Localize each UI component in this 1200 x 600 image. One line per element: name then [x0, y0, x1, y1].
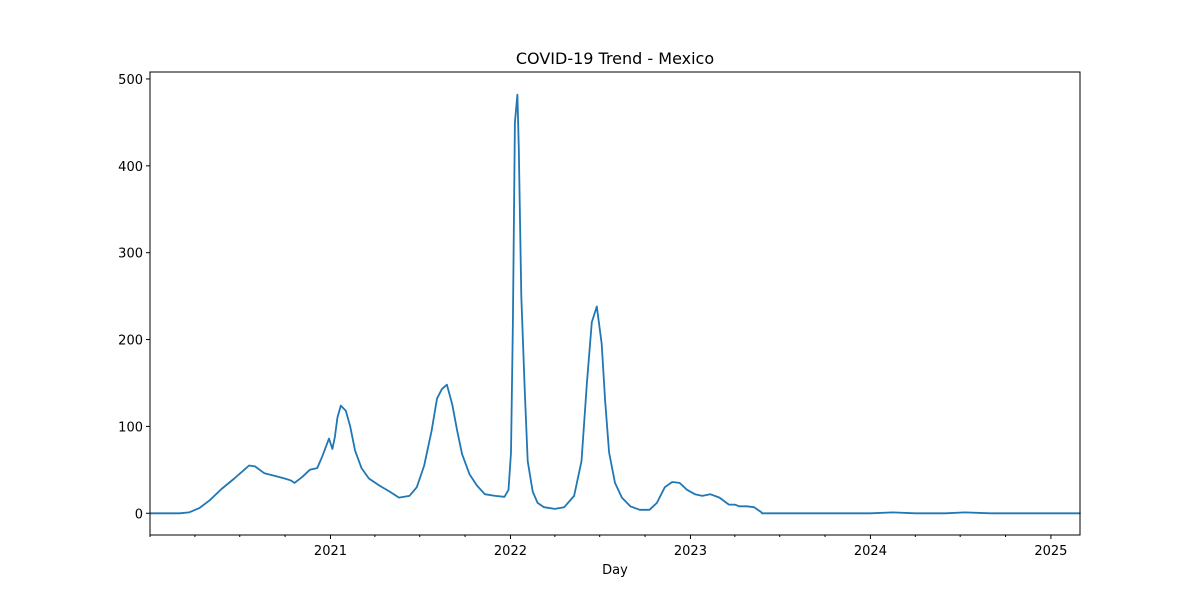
series-line-0 — [149, 93, 1081, 515]
y-tick-label: 300 — [118, 247, 143, 262]
plot-frame — [149, 71, 1081, 536]
chart-title: COVID-19 Trend - Mexico — [516, 49, 714, 68]
y-tick-label: 500 — [118, 73, 143, 88]
y-axis-ticks: 0 100 200 300 400 500 — [118, 73, 150, 522]
y-tick-label: 200 — [118, 334, 143, 349]
series-layer — [149, 93, 1081, 515]
y-tick-label: 400 — [118, 160, 143, 175]
x-tick-label: 2021 — [314, 544, 347, 559]
x-tick-label: 2023 — [674, 544, 707, 559]
x-tick-label: 2025 — [1034, 544, 1067, 559]
x-tick-label: 2022 — [494, 544, 527, 559]
y-tick-label: 100 — [118, 420, 143, 435]
x-axis-ticks: 2021 2022 2023 2024 2025 — [149, 535, 1067, 559]
x-axis-label: Day — [602, 563, 628, 578]
x-tick-label: 2024 — [854, 544, 887, 559]
y-tick-label: 0 — [135, 507, 143, 522]
